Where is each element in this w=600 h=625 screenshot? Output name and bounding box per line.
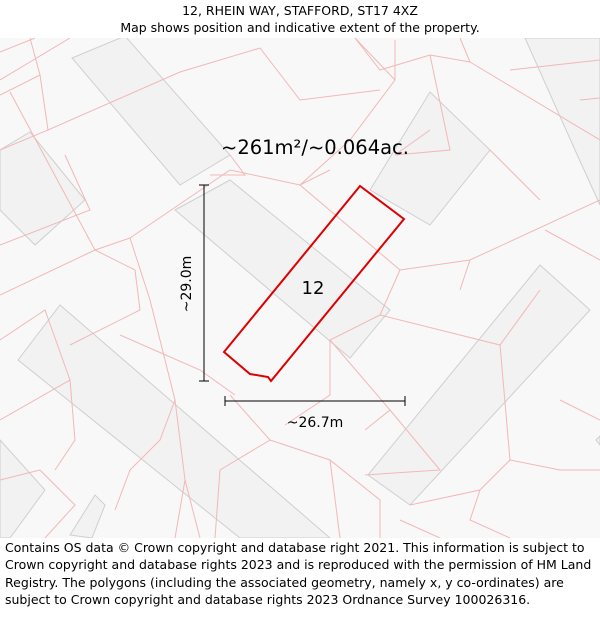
building: [174, 179, 391, 359]
building: [17, 304, 331, 538]
dimension-vertical: [199, 184, 209, 382]
area-label: ~261m²/~0.064ac.: [221, 136, 409, 159]
property-boundary[interactable]: [222, 184, 406, 383]
building: [69, 494, 106, 538]
copyright-notice: Contains OS data © Crown copyright and d…: [5, 540, 592, 607]
property-address: 12, RHEIN WAY, STAFFORD, ST17 4XZ: [182, 3, 418, 18]
building: [0, 439, 46, 538]
building: [367, 264, 591, 506]
dimension-horizontal: [224, 396, 406, 406]
building: [524, 38, 600, 206]
map-canvas[interactable]: ~261m²/~0.064ac. 12 ~29.0m ~26.7m: [0, 38, 600, 538]
building: [595, 435, 600, 446]
width-dimension-label: ~26.7m: [287, 415, 344, 431]
parcel-boundaries: [0, 38, 600, 538]
building: [0, 131, 86, 246]
height-dimension-label: ~29.0m: [179, 256, 195, 313]
plot-number-label: 12: [302, 278, 325, 299]
map-header: 12, RHEIN WAY, STAFFORD, ST17 4XZ Map sh…: [0, 0, 600, 38]
map-subtitle: Map shows position and indicative extent…: [120, 20, 480, 35]
building-footprints: [0, 38, 600, 538]
